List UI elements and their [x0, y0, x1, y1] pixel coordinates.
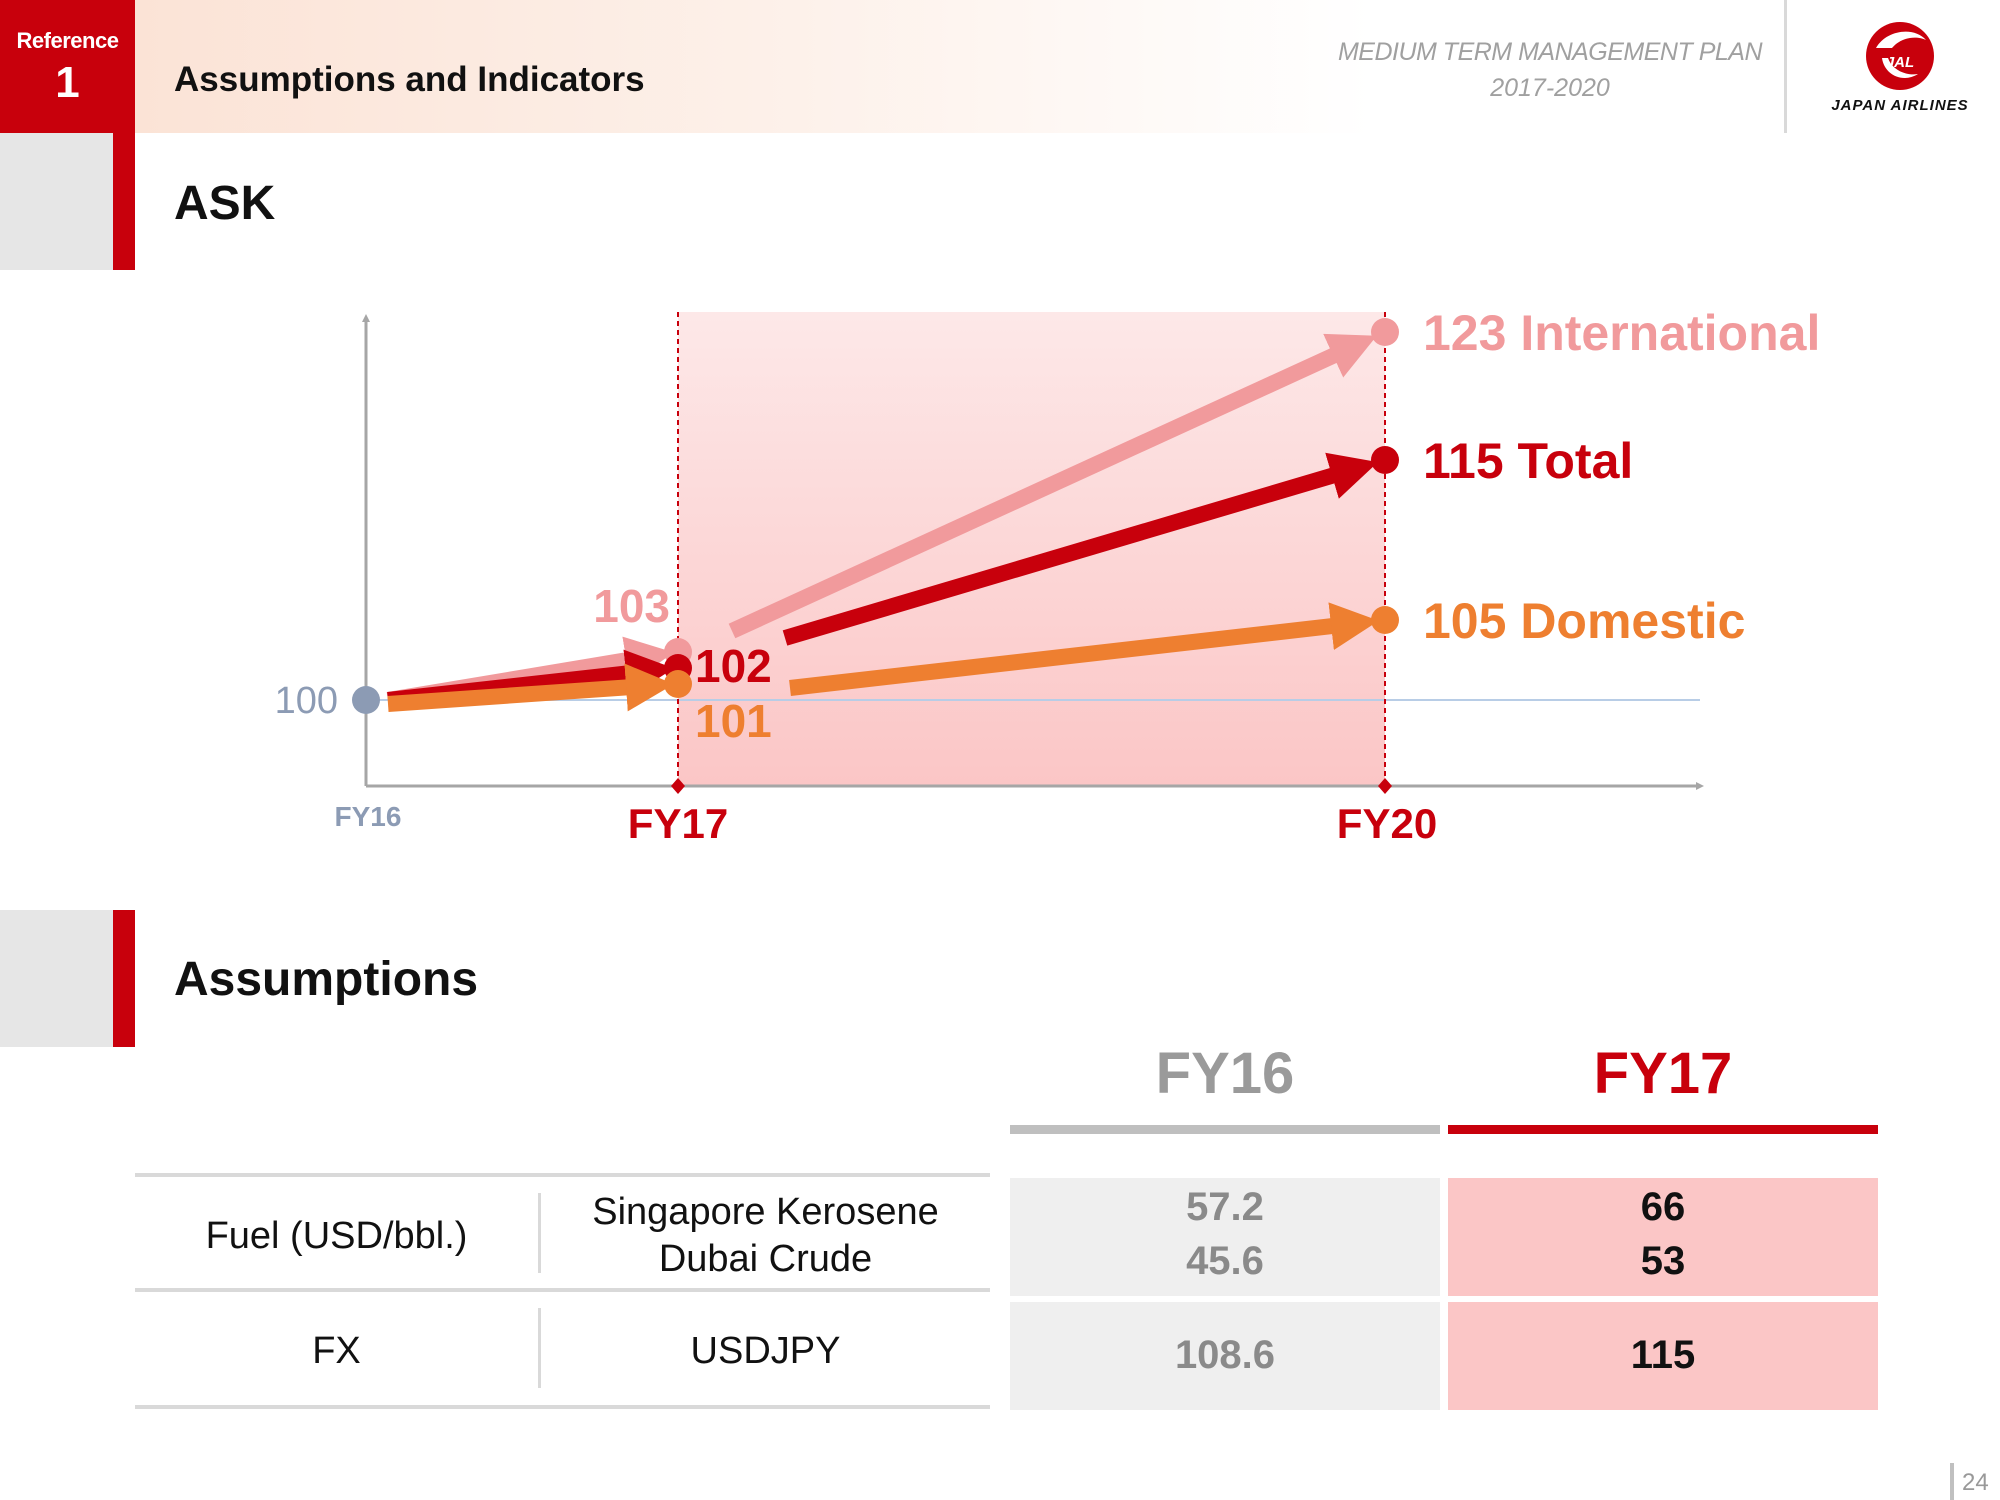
- column-header-fy16: FY16: [1155, 1041, 1295, 1106]
- row-fuel-category: Fuel (USD/bbl.): [205, 1215, 468, 1257]
- jal-crane-logo-icon: JAL: [1866, 22, 1934, 90]
- fy17-fx-cell: [1448, 1302, 1878, 1410]
- table-mid-rule: [135, 1288, 990, 1292]
- row-fuel-item-kerosene: Singapore Kerosene: [592, 1191, 939, 1233]
- section-marker-red-2: [113, 910, 135, 1047]
- logo-badge-text: JAL: [1886, 54, 1914, 71]
- base-value-label: 100: [275, 680, 338, 722]
- assumptions-section-title: Assumptions: [174, 953, 479, 1006]
- fy16-kerosene-value: 57.2: [1186, 1185, 1264, 1229]
- domestic-arrow-fy17-fy20: [789, 602, 1379, 696]
- page-number-bar: [1950, 1463, 1954, 1500]
- total-fy20-label: 115 Total: [1423, 433, 1633, 489]
- section-marker-gray: [0, 133, 113, 270]
- section-marker-gray-2: [0, 910, 113, 1047]
- logo-wordmark: JAPAN AIRLINES: [1831, 97, 1969, 114]
- reference-label: Reference: [16, 28, 119, 53]
- plan-years: 2017-2020: [1490, 74, 1610, 102]
- fy20-tick-diamond: [1378, 778, 1392, 794]
- international-arrow-fy17-fy20: [728, 333, 1377, 639]
- ask-section-title: ASK: [174, 177, 276, 230]
- table-top-rule: [135, 1173, 990, 1177]
- x-tick-label-fy16: FY16: [335, 801, 402, 832]
- row-fuel-item-crude: Dubai Crude: [658, 1238, 873, 1280]
- table-row1-divider: [538, 1193, 541, 1273]
- total-point-fy20: [1371, 446, 1399, 474]
- fy17-tick-diamond: [671, 778, 685, 794]
- domestic-point-fy20: [1371, 606, 1399, 634]
- header-divider: [1784, 0, 1787, 133]
- domestic-fy17-label: 101: [695, 695, 772, 747]
- base-point-fy16: [352, 686, 380, 714]
- international-fy20-label: 123 International: [1423, 305, 1820, 361]
- x-tick-label-fy17: FY17: [628, 800, 728, 847]
- total-arrow-fy17-fy20: [782, 452, 1379, 646]
- international-point-fy20: [1371, 318, 1399, 346]
- reference-badge: Reference 1: [0, 0, 135, 133]
- table-bottom-rule: [135, 1405, 990, 1409]
- ask-chart: FY16 FY17 FY20 100 103 102 101 123 Inter…: [275, 305, 1821, 847]
- x-tick-label-fy20: FY20: [1337, 800, 1437, 847]
- row-fx-item-usdjpy: USDJPY: [690, 1330, 841, 1372]
- page-number: 24: [1962, 1469, 1989, 1496]
- section-marker-red: [113, 133, 135, 270]
- header-band: [135, 0, 1785, 133]
- domestic-point-fy17: [664, 670, 692, 698]
- reference-number: 1: [55, 58, 80, 107]
- domestic-arrow-fy16-fy17: [387, 663, 674, 712]
- column-bar-fy16: [1010, 1125, 1440, 1134]
- row-fx-category: FX: [312, 1330, 361, 1372]
- plan-title: MEDIUM TERM MANAGEMENT PLAN: [1337, 38, 1763, 66]
- fy17-crude-value: 53: [1640, 1239, 1686, 1283]
- fy16-crude-value: 45.6: [1186, 1239, 1264, 1283]
- fy17-usdjpy-value: 115: [1630, 1333, 1696, 1377]
- fy17-kerosene-value: 66: [1640, 1185, 1686, 1229]
- column-header-fy17: FY17: [1593, 1041, 1733, 1106]
- fy16-fuel-cell: [1010, 1178, 1440, 1296]
- domestic-fy20-label: 105 Domestic: [1423, 593, 1745, 649]
- total-fy17-label: 102: [695, 640, 772, 692]
- fy17-fuel-cell: [1448, 1178, 1878, 1296]
- column-bar-fy17: [1448, 1125, 1878, 1134]
- fy16-usdjpy-value: 108.6: [1174, 1333, 1276, 1377]
- page-title: Assumptions and Indicators: [174, 60, 645, 99]
- table-row2-divider: [538, 1308, 541, 1388]
- international-fy17-label: 103: [593, 580, 670, 632]
- fy16-fx-cell: [1010, 1302, 1440, 1410]
